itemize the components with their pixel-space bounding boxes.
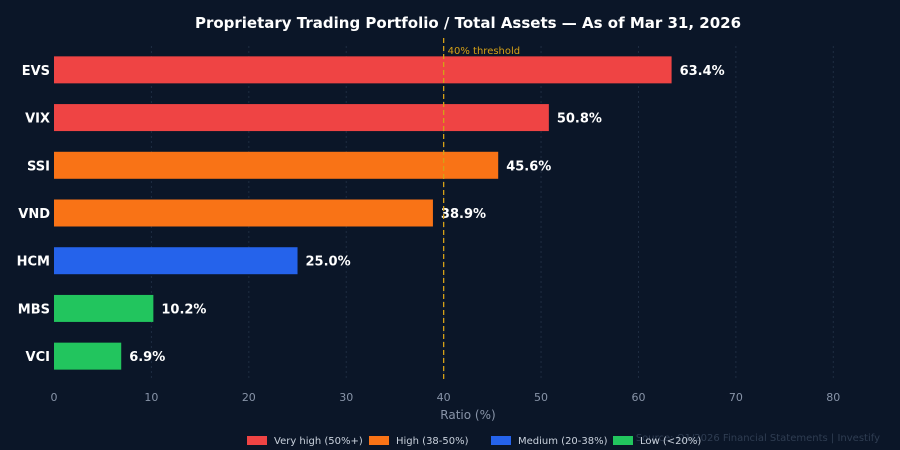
x-tick-label: 80: [826, 391, 840, 404]
category-label: VIX: [25, 112, 50, 127]
bar-vci: [54, 342, 122, 370]
legend-item-medium: Medium (20-38%): [491, 436, 608, 447]
legend-swatch: [247, 436, 267, 445]
bar-hcm: [54, 247, 298, 275]
legend-label: High (38-50%): [396, 436, 469, 447]
x-tick-label: 50: [534, 391, 548, 404]
x-tick-label: 60: [631, 391, 645, 404]
bar-ssi: [54, 151, 499, 179]
x-tick-label: 70: [729, 391, 743, 404]
bar-mbs: [54, 294, 154, 322]
legend-label: Medium (20-38%): [518, 436, 608, 447]
x-tick-label: 20: [242, 391, 256, 404]
category-label: EVS: [22, 64, 50, 79]
bar-vix: [54, 104, 549, 132]
value-label: 45.6%: [506, 159, 551, 174]
legend-swatch: [369, 436, 389, 445]
category-label: VCI: [26, 350, 50, 365]
value-label: 50.8%: [557, 112, 602, 127]
legend: Very high (50%+) High (38-50%) Medium (20-…: [247, 436, 701, 447]
legend-item-low: Low (<20%): [613, 436, 701, 447]
category-label: VND: [18, 207, 50, 222]
legend-swatch: [491, 436, 511, 445]
category-label: HCM: [17, 255, 50, 270]
legend-swatch: [613, 436, 633, 445]
value-label: 63.4%: [680, 64, 725, 79]
bar-evs: [54, 56, 672, 84]
x-tick-label: 0: [51, 391, 58, 404]
x-tick-label: 10: [144, 391, 158, 404]
x-tick-label: 30: [339, 391, 353, 404]
x-axis-title: Ratio (%): [440, 408, 495, 422]
legend-item-high: High (38-50%): [369, 436, 469, 447]
threshold-label: 40% threshold: [448, 46, 521, 57]
chart-title: Proprietary Trading Portfolio / Total As…: [195, 14, 741, 32]
value-label: 6.9%: [129, 350, 165, 365]
x-tick-label: 40: [437, 391, 451, 404]
value-label: 10.2%: [161, 302, 206, 317]
value-label: 25.0%: [306, 255, 351, 270]
legend-label: Low (<20%): [640, 436, 701, 447]
legend-label: Very high (50%+): [274, 436, 363, 447]
bars: EVS 63.4% VIX 50.8% SSI 45.6% VND 38.9% HCM 25.0%…: [17, 56, 725, 370]
category-label: MBS: [18, 302, 50, 317]
x-axis: 0 10 20 30 40 50 60 70 80: [51, 391, 841, 404]
threshold: 40% threshold: [442, 38, 521, 380]
source-note: Source: Q1/2026 Financial Statements | I…: [636, 433, 880, 444]
legend-item-very_high: Very high (50%+): [247, 436, 363, 447]
value-label: 38.9%: [441, 207, 486, 222]
category-label: SSI: [27, 159, 50, 174]
bar-vnd: [54, 199, 433, 227]
